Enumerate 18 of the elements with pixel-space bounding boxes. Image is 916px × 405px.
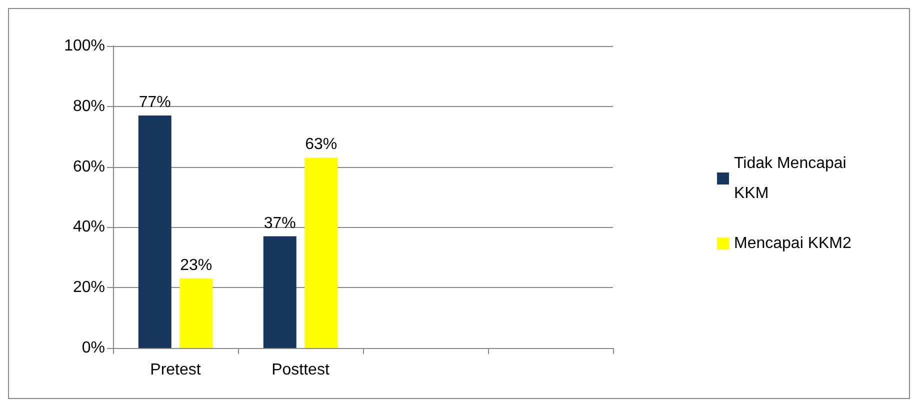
x-tick-label: Posttest	[272, 362, 330, 378]
y-tick-label: 80%	[72, 98, 105, 115]
data-label: 77%	[138, 94, 171, 111]
data-label: 63%	[305, 136, 338, 154]
y-tick-label: 40%	[72, 218, 105, 236]
bar	[263, 236, 296, 348]
bar	[180, 278, 213, 348]
y-tick-label: 0%	[82, 340, 105, 356]
y-tick-label: 100%	[64, 38, 105, 54]
data-label: 23%	[180, 257, 212, 274]
bar	[138, 115, 172, 348]
data-label: 37%	[264, 214, 296, 232]
y-tick-label: 20%	[72, 279, 105, 296]
x-tick-label: Pretest	[150, 362, 202, 378]
bar	[304, 158, 338, 348]
legend-label: Tidak Mencapai KKM	[734, 155, 851, 202]
y-tick-label: 60%	[72, 158, 105, 176]
legend-label: Mencapai KKM2	[734, 235, 852, 252]
